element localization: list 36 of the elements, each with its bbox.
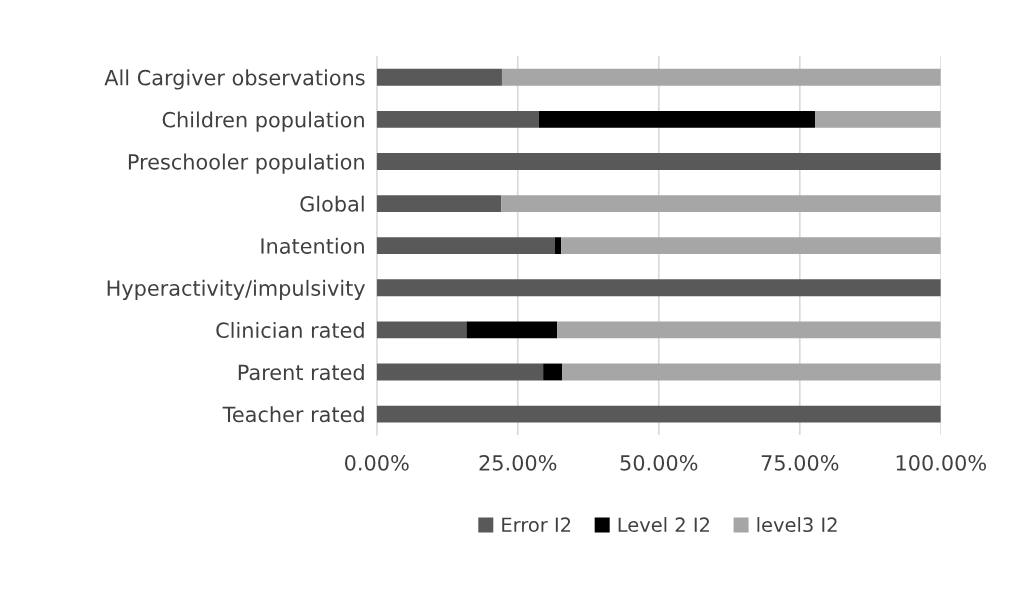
bar: [562, 363, 941, 381]
y-tick-label: Teacher rated: [222, 406, 364, 423]
bar: [376, 237, 555, 255]
bar: [815, 110, 941, 128]
bar: [376, 153, 941, 170]
bar: [376, 405, 941, 423]
bar: [376, 321, 467, 339]
x-tick-label: 25.00%: [479, 454, 557, 471]
y-tick-label: Parent rated: [238, 364, 364, 381]
bar: [376, 110, 539, 128]
legend-label: level3 I2: [757, 517, 837, 533]
y-tick-label: Preschooler population: [128, 153, 364, 174]
bar: [376, 279, 941, 297]
bar: [376, 68, 502, 86]
y-tick-label: Children population: [162, 111, 364, 132]
bar: [501, 195, 941, 212]
y-tick-label: Inatention: [261, 237, 364, 254]
y-tick-label: Global: [300, 195, 364, 212]
bar: [376, 195, 502, 212]
legend-label: Level 2 I2: [618, 517, 709, 533]
bar: [557, 321, 941, 339]
x-tick-label: 0.00%: [345, 454, 409, 471]
bar: [561, 237, 941, 255]
bar: [501, 68, 941, 86]
x-tick-label: 75.00%: [761, 454, 839, 471]
x-tick-label: 100.00%: [896, 454, 987, 471]
bar: [466, 321, 558, 339]
y-tick-label: Clinician rated: [216, 321, 364, 339]
bar: [554, 237, 562, 255]
legend-label: Error I2: [502, 517, 571, 533]
bar: [376, 363, 544, 381]
bar: [538, 110, 816, 128]
y-tick-label: All Cargiver observations: [104, 69, 365, 90]
x-tick-label: 50.00%: [620, 454, 698, 471]
bar: [543, 363, 563, 381]
y-tick-label: Hyperactivity/impulsivity: [107, 279, 365, 301]
